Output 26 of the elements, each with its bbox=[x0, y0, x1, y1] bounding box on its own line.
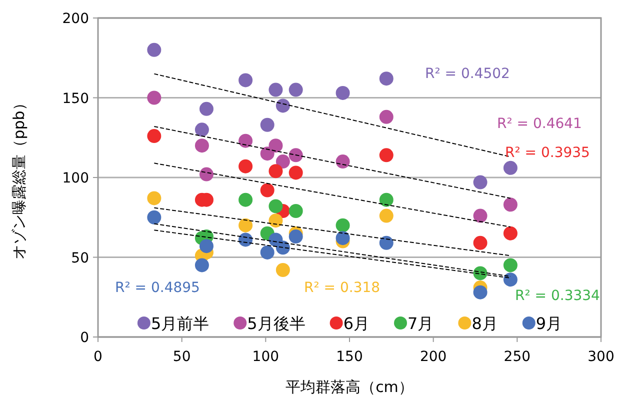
x-tick-label: 100 bbox=[252, 349, 280, 365]
y-tick-label: 0 bbox=[80, 330, 89, 346]
y-tick-label: 200 bbox=[62, 11, 89, 27]
x-tick-label: 250 bbox=[504, 349, 531, 365]
y-tick-label: 150 bbox=[62, 90, 89, 107]
legend-label: 6月 bbox=[343, 314, 370, 333]
annotation: R² = 0.4895 bbox=[115, 280, 200, 296]
x-tick-label: 0 bbox=[94, 349, 102, 365]
x-tick-label: 300 bbox=[588, 349, 614, 365]
x-tick-label: 200 bbox=[420, 349, 447, 365]
legend-label: 8月 bbox=[472, 314, 498, 333]
annotation: R² = 0.4641 bbox=[497, 116, 582, 132]
legend-label: 5月後半 bbox=[247, 314, 306, 333]
x-tick-label: 150 bbox=[336, 349, 363, 365]
annotation: R² = 0.318 bbox=[304, 280, 380, 296]
annotation: R² = 0.4502 bbox=[425, 66, 510, 82]
x-tick-label: 50 bbox=[172, 349, 191, 365]
legend-label: 7月 bbox=[408, 314, 434, 333]
x-axis-title: 平均群落高（cm） bbox=[286, 378, 414, 396]
annotation: R² = 0.3334 bbox=[515, 288, 600, 304]
y-axis-title: オゾン曝露総量（ppb） bbox=[10, 96, 28, 260]
y-tick-label: 100 bbox=[62, 170, 89, 186]
annotation: R² = 0.3935 bbox=[505, 145, 590, 161]
legend-label: 9月 bbox=[536, 314, 562, 333]
legend-label: 5月前半 bbox=[150, 314, 210, 333]
y-tick-label: 50 bbox=[71, 250, 89, 266]
